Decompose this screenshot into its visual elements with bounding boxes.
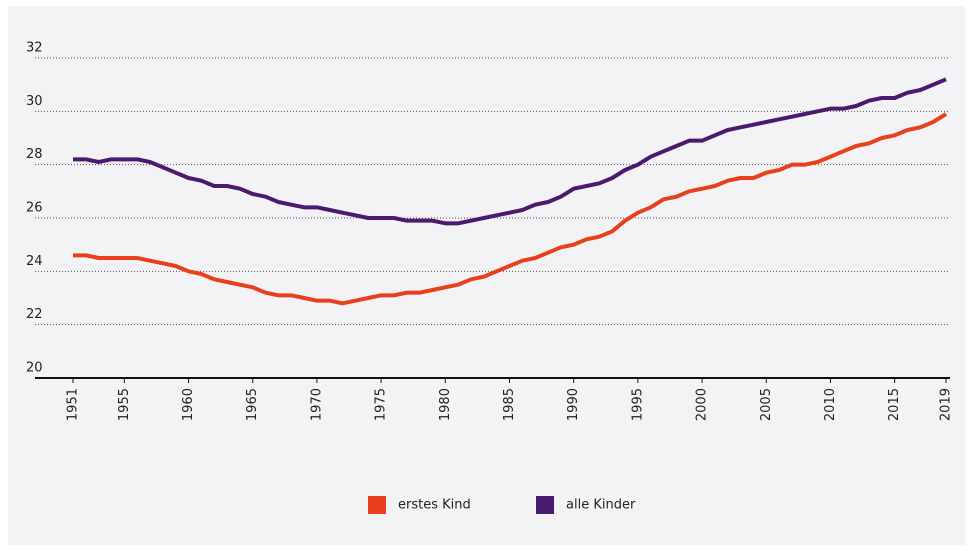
x-tick-label: 1951 [66, 388, 81, 421]
x-tick-label: 1985 [502, 388, 517, 421]
y-tick-label: 22 [26, 307, 43, 322]
x-tick-label: 1955 [117, 388, 132, 421]
x-tick-label: 1960 [181, 388, 196, 421]
x-tick-label: 2010 [823, 388, 838, 421]
y-tick-label: 32 [26, 41, 43, 56]
series-line [73, 77, 947, 226]
legend-swatch [368, 496, 386, 514]
x-tick-label: 1965 [245, 388, 260, 421]
y-tick-label: 20 [26, 361, 43, 376]
x-tick-label: 1980 [438, 388, 453, 421]
x-tick-label: 1970 [309, 388, 324, 421]
y-tick-label: 30 [26, 94, 43, 109]
x-tick-label: 2015 [887, 388, 902, 421]
y-tick-label: 26 [26, 201, 43, 216]
x-tick-label: 1975 [374, 388, 389, 421]
legend-label: erstes Kind [398, 498, 471, 513]
series-line [73, 112, 948, 306]
y-tick-label: 28 [26, 147, 43, 162]
x-tick-label: 1995 [630, 388, 645, 421]
x-tick-label: 2019 [939, 388, 954, 421]
x-tick-label: 2005 [759, 388, 774, 421]
x-tick-label: 2000 [695, 388, 710, 421]
legend-swatch [536, 496, 554, 514]
x-tick-label: 1990 [566, 388, 581, 421]
y-tick-label: 24 [26, 254, 43, 269]
legend-label: alle Kinder [566, 498, 636, 513]
